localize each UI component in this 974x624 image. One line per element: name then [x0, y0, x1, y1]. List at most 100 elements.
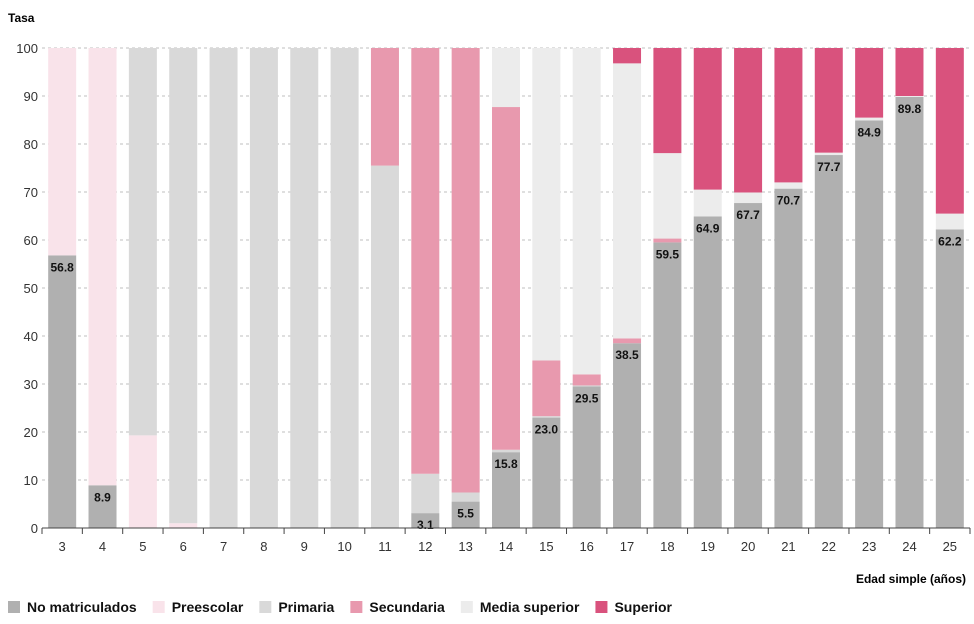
- x-tick-label: 11: [378, 539, 392, 554]
- bar-segment: [451, 492, 480, 502]
- bar-segment: [88, 485, 117, 528]
- bar-segment: [209, 48, 238, 528]
- data-label: 23.0: [535, 423, 559, 437]
- bar-segment: [411, 473, 440, 514]
- bar-segment: [895, 96, 924, 529]
- bar-segment: [774, 48, 803, 183]
- legend-swatch: [350, 601, 363, 613]
- bar-segment: [734, 48, 763, 193]
- bar-segment: [895, 96, 924, 97]
- bar-segment: [492, 449, 520, 453]
- bar-segment: [370, 48, 399, 166]
- axis-layer: 0 10 20 30 40 50 60 70 80 90 100 3 4 5 6 7 8 9 10 11 12 13 14 1…: [16, 41, 971, 554]
- bar-segment: [532, 360, 561, 417]
- x-tick-label: 10: [337, 539, 351, 554]
- bar-segment: [855, 120, 884, 528]
- bar-segment: [653, 238, 682, 243]
- bar-segment: [370, 165, 399, 528]
- data-labels-layer: 56.8 8.9 3.1 5.5 15.8 23.0 29.5 38.5 59.5 64.9 67.…: [50, 102, 961, 532]
- x-tick-label: 24: [902, 539, 916, 554]
- bar-segment: [492, 452, 520, 528]
- bar-segment: [774, 182, 803, 189]
- legend-swatch: [460, 601, 473, 613]
- data-label: 3.1: [417, 518, 434, 532]
- data-label: 62.2: [938, 234, 962, 248]
- bar-segment: [128, 435, 157, 528]
- x-axis-title: Edad simple (años): [856, 572, 966, 586]
- data-label: 38.5: [615, 348, 639, 362]
- data-label: 5.5: [457, 507, 474, 521]
- bar-segment: [855, 48, 884, 118]
- bar-segment: [653, 48, 682, 154]
- bar-segment: [693, 189, 722, 217]
- bar-segment: [935, 48, 964, 214]
- data-label: 64.9: [696, 221, 720, 235]
- bar-segment: [693, 216, 722, 529]
- x-tick-label: 15: [539, 539, 553, 554]
- legend-swatch: [259, 601, 272, 613]
- bar-segment: [895, 48, 924, 96]
- bar-segment: [492, 107, 520, 450]
- bar-segment: [653, 153, 682, 239]
- x-tick-label: 21: [781, 539, 795, 554]
- x-tick-label: 17: [620, 539, 634, 554]
- bar-segment: [330, 48, 359, 528]
- y-tick-label: 40: [24, 329, 38, 344]
- bar-segment: [774, 188, 803, 528]
- bar-segment: [411, 513, 440, 528]
- legend-swatch: [8, 601, 20, 613]
- legend: No matriculados Preescolar Primaria Secunda…: [8, 599, 673, 615]
- bar-segment: [451, 501, 480, 528]
- y-tick-label: 70: [24, 185, 38, 200]
- bar-segment: [814, 155, 843, 529]
- y-tick-label: 90: [24, 89, 38, 104]
- legend-label: No matriculados: [27, 599, 137, 615]
- x-tick-label: 18: [660, 539, 674, 554]
- data-label: 89.8: [898, 102, 922, 116]
- bar-segment: [734, 192, 763, 204]
- bar-segment: [532, 48, 561, 361]
- bar-segment: [249, 48, 278, 528]
- x-tick-label: 4: [99, 539, 106, 554]
- bar-segment: [814, 152, 843, 156]
- bar-segment: [48, 48, 77, 256]
- data-label: 77.7: [817, 160, 841, 174]
- y-tick-label: 100: [16, 41, 38, 56]
- bar-segment: [572, 374, 601, 386]
- bar-segment: [169, 48, 198, 524]
- bar-segment: [451, 48, 480, 493]
- bar-segment: [734, 203, 763, 529]
- y-axis-title: Tasa: [8, 11, 35, 25]
- x-tick-label: 6: [180, 539, 187, 554]
- x-tick-label: 20: [741, 539, 755, 554]
- x-tick-label: 13: [458, 539, 472, 554]
- bar-segment: [290, 48, 319, 528]
- y-tick-label: 10: [24, 473, 38, 488]
- bar-segment: [935, 213, 964, 230]
- x-tick-label: 19: [701, 539, 715, 554]
- x-tick-label: 16: [579, 539, 593, 554]
- x-tick-label: 23: [862, 539, 876, 554]
- bar-segment: [128, 48, 157, 436]
- y-tick-label: 50: [24, 281, 38, 296]
- data-label: 67.7: [736, 208, 760, 222]
- bars-layer: [48, 48, 964, 529]
- legend-swatch: [152, 601, 165, 613]
- legend-label: Media superior: [480, 599, 580, 615]
- x-tick-label: 14: [499, 539, 513, 554]
- legend-label: Primaria: [278, 599, 334, 615]
- bar-segment: [935, 229, 964, 528]
- x-tick-label: 3: [59, 539, 66, 554]
- bar-segment: [613, 343, 642, 528]
- bar-segment: [169, 523, 198, 528]
- y-tick-label: 30: [24, 377, 38, 392]
- bar-segment: [532, 416, 561, 418]
- data-label: 8.9: [94, 490, 111, 504]
- x-tick-label: 7: [220, 539, 227, 554]
- bar-segment: [411, 48, 440, 474]
- bar-segment: [572, 386, 601, 528]
- data-label: 56.8: [50, 260, 74, 274]
- data-label: 15.8: [494, 457, 518, 471]
